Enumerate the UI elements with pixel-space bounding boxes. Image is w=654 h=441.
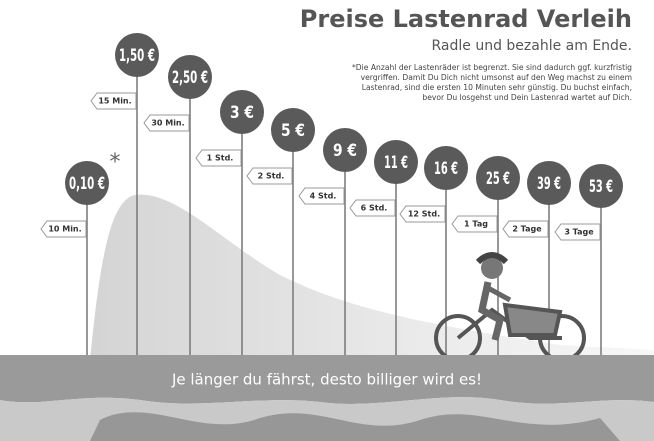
duration-tag <box>451 215 498 233</box>
duration-label: 2 Tage <box>512 225 542 234</box>
price-badge <box>476 156 520 200</box>
duration-label: 30 Min. <box>151 119 184 128</box>
duration-label: 6 Std. <box>361 204 388 213</box>
price-label: 9 € <box>333 141 357 161</box>
subtitle: Radle und bezahle am Ende. <box>431 38 632 54</box>
duration-tag <box>349 199 396 217</box>
duration-tag <box>399 205 446 223</box>
duration-label: 10 Min. <box>48 225 81 234</box>
duration-label: 3 Tage <box>564 228 594 237</box>
ground-wave <box>90 412 620 441</box>
duration-tag <box>502 220 549 238</box>
price-badge <box>323 128 367 172</box>
price-label: 39 € <box>537 174 561 194</box>
duration-label: 15 Min. <box>98 97 131 106</box>
duration-tag <box>90 92 137 110</box>
price-label: 5 € <box>281 121 305 141</box>
footnote-line: vergriffen. Damit Du Dich nicht umsonst … <box>361 73 632 82</box>
duration-tag <box>298 187 345 205</box>
price-items: 10 Min. 0,10 €* 15 Min. 1,50 € 30 Min. 2,50 €… <box>40 33 623 358</box>
footnote-line: bevor Du losgehst und Dein Lastenrad war… <box>422 93 632 102</box>
price-label: 3 € <box>230 103 254 123</box>
price-label: 53 € <box>589 177 613 197</box>
duration-label: 1 Tag <box>464 220 488 229</box>
duration-label: 1 Std. <box>207 154 234 163</box>
price-label: 25 € <box>486 169 510 189</box>
price-curve-area <box>90 194 654 365</box>
footnote: *Die Anzahl der Lastenräder ist begrenzt… <box>352 63 632 102</box>
duration-tag <box>40 220 87 238</box>
slogan: Je länger du fährst, desto billiger wird… <box>171 371 482 389</box>
duration-label: 4 Std. <box>310 192 337 201</box>
price-badge <box>168 55 212 99</box>
price-badge <box>220 90 264 134</box>
price-badge <box>579 164 623 208</box>
duration-tag <box>246 167 293 185</box>
duration-tag <box>195 149 242 167</box>
title: Preise Lastenrad Verleih <box>300 5 632 33</box>
price-badge <box>424 146 468 190</box>
price-label: 16 € <box>434 159 458 179</box>
duration-label: 2 Std. <box>258 172 285 181</box>
footnote-line: Lastenrad, sind die ersten 10 Minuten se… <box>362 83 632 92</box>
price-badge <box>65 161 109 205</box>
price-badge <box>271 108 315 152</box>
price-label: 11 € <box>384 153 408 173</box>
price-badge <box>527 161 571 205</box>
duration-tag <box>143 114 190 132</box>
duration-label: 12 Std. <box>408 210 440 219</box>
price-badge <box>374 140 418 184</box>
slogan-band <box>0 355 654 404</box>
footnote-line: *Die Anzahl der Lastenräder ist begrenzt… <box>352 63 632 72</box>
duration-tag <box>554 223 601 241</box>
price-mark: * <box>110 150 121 175</box>
price-label: 0,10 € <box>69 174 105 194</box>
price-badge <box>115 33 159 77</box>
price-label: 2,50 € <box>172 68 208 88</box>
price-label: 1,50 € <box>119 46 155 66</box>
